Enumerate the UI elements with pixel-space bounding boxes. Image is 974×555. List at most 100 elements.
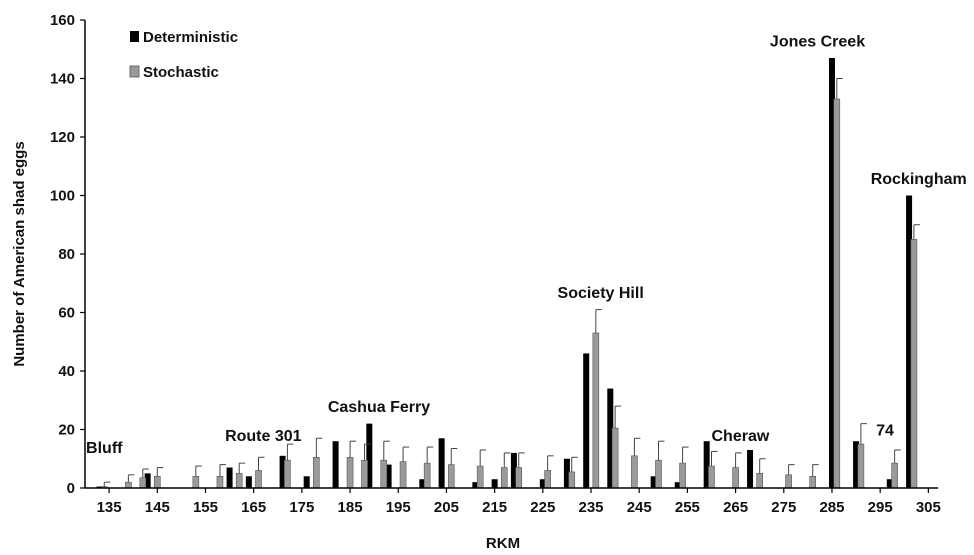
x-tick-label: 285 [819,499,844,516]
bar-deterministic [144,473,151,488]
bar-deterministic [886,479,893,488]
y-tick-label: 140 [50,71,75,88]
bar-stochastic [544,470,551,489]
legend: Deterministic Stochastic [129,29,238,81]
bar-stochastic [192,475,200,489]
x-tick-label: 305 [916,499,941,516]
bar-deterministic [650,476,657,488]
bar-stochastic [515,467,523,489]
bar-stochastic [756,473,763,489]
site-label: Bluff [86,440,123,457]
bar-stochastic [631,455,638,489]
bar-stochastic [910,239,918,489]
bar-stochastic [380,459,388,489]
site-label: 74 [876,422,894,439]
x-tick-label: 135 [97,499,122,516]
bar-stochastic [500,467,508,489]
y-tick-label: 160 [50,12,75,29]
bars-layer [96,58,920,489]
bar-stochastic [592,332,600,489]
y-tick-label: 40 [58,363,75,380]
bar-deterministic [279,455,286,488]
bar-deterministic [674,482,681,488]
bar-stochastic [235,473,243,489]
y-tick-label: 0 [67,480,75,497]
x-tick-label: 255 [675,499,700,516]
x-tick-label: 175 [289,499,314,516]
bar-deterministic [703,441,710,488]
bar-deterministic [747,449,754,488]
x-tick-label: 245 [627,499,652,516]
bar-stochastic [785,474,792,489]
y-tick-label: 100 [50,188,75,205]
bar-stochastic [139,477,147,489]
x-tick-label: 205 [434,499,459,516]
x-tick-label: 215 [482,499,507,516]
legend-label-deterministic: Deterministic [143,29,238,46]
bar-deterministic [419,479,426,488]
bar-deterministic [303,476,310,488]
bar-stochastic [216,475,224,489]
bar-deterministic [472,482,479,488]
bar-deterministic [332,441,339,488]
bar-stochastic [153,475,161,489]
bar-deterministic [438,438,445,488]
bar-deterministic [853,441,860,488]
axes-layer [84,20,938,489]
y-ticks: 0 20 40 60 80 100 120 140 160 [50,12,85,497]
bar-deterministic [906,195,913,488]
bar-stochastic [255,470,262,489]
x-axis-title: RKM [486,535,520,552]
x-tick-label: 295 [868,499,893,516]
bar-stochastic [708,465,715,489]
bar-stochastic [284,459,291,489]
x-tick-label: 145 [145,499,170,516]
bar-deterministic [491,479,498,488]
bar-stochastic [679,462,686,489]
site-label: Route 301 [225,428,302,445]
legend-label-stochastic: Stochastic [143,64,219,81]
site-label: Jones Creek [770,33,865,50]
bar-deterministic [510,452,517,488]
bar-deterministic [366,423,373,488]
bar-deterministic [607,388,614,488]
bar-deterministic [226,467,233,488]
x-ticks: 135 145 155 165 175 185 195 205 215 225 235 245 255 2… [97,488,941,516]
bar-stochastic [891,462,898,489]
bar-stochastic [361,459,368,489]
legend-swatch-stochastic [129,65,140,78]
bar-deterministic [385,464,392,488]
site-label: Rockingham [871,171,967,188]
bar-deterministic [583,353,590,488]
bar-stochastic [447,464,455,489]
bar-stochastic [655,459,662,489]
bar-stochastic [476,465,484,489]
y-tick-label: 120 [50,129,75,146]
bar-stochastic [423,462,431,489]
x-tick-label: 265 [723,499,748,516]
site-label: Cheraw [712,428,770,445]
annotations: Bluff Route 301 Cashua Ferry Society Hill Ch… [86,33,967,457]
x-tick-label: 165 [241,499,266,516]
bar-deterministic [245,476,252,488]
bar-stochastic [313,456,320,489]
legend-swatch-deterministic [130,31,139,42]
bar-stochastic [568,471,576,489]
bar-stochastic [399,461,407,489]
site-label: Society Hill [558,285,644,302]
bar-stochastic [732,467,739,489]
bar-stochastic [346,456,354,489]
x-tick-label: 225 [530,499,555,516]
site-label: Cashua Ferry [328,399,430,416]
x-tick-label: 155 [193,499,218,516]
y-tick-label: 20 [58,422,75,439]
bar-stochastic [809,475,817,489]
bar-deterministic [828,58,835,489]
bar-stochastic [833,98,841,489]
x-tick-label: 185 [338,499,363,516]
bar-stochastic [125,481,132,489]
y-axis-title: Number of American shad eggs [11,141,28,366]
x-tick-label: 275 [771,499,796,516]
y-tick-label: 60 [58,305,75,322]
